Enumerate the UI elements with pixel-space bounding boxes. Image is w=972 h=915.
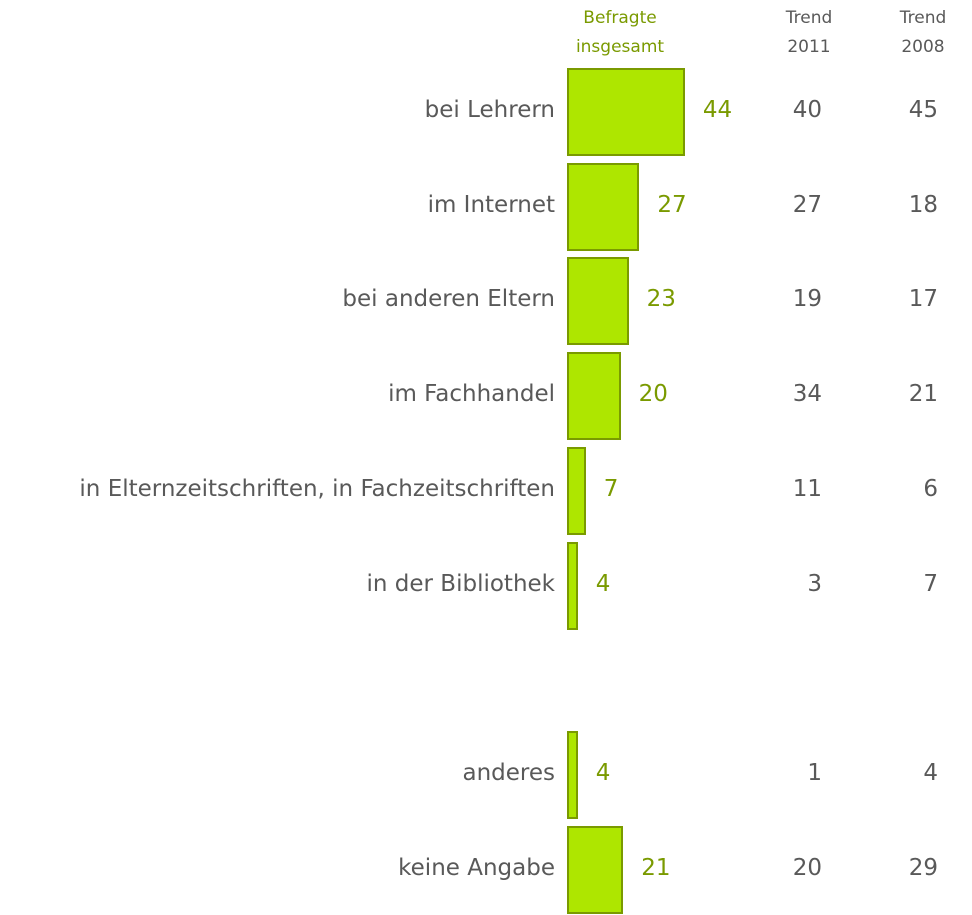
column-header: Trend 2008 — [899, 8, 947, 57]
bar — [567, 825, 624, 914]
value-label: 20 — [638, 381, 668, 408]
bar — [567, 730, 578, 819]
bar — [567, 446, 586, 535]
trend-value: 11 — [792, 475, 822, 502]
category-label: im Fachhandel — [388, 381, 555, 408]
series-header: Befragte insgesamt — [575, 8, 665, 57]
value-label: 21 — [641, 854, 671, 881]
value-label: 27 — [657, 191, 687, 218]
trend-value: 29 — [908, 854, 938, 881]
bar — [567, 352, 621, 441]
trend-value: 20 — [792, 854, 822, 881]
trend-value: 4 — [923, 759, 938, 786]
bar — [567, 541, 578, 630]
trend-value: 19 — [792, 286, 822, 313]
category-label: in der Bibliothek — [366, 570, 555, 597]
category-label: bei anderen Eltern — [342, 286, 555, 313]
bar — [567, 257, 629, 346]
value-label: 23 — [646, 286, 676, 313]
bar — [567, 68, 685, 156]
bar — [567, 162, 640, 251]
category-label: im Internet — [427, 191, 555, 218]
trend-value: 34 — [792, 381, 822, 408]
trend-value: 17 — [908, 286, 938, 313]
column-header: Trend 2011 — [785, 8, 833, 57]
trend-value: 3 — [807, 570, 822, 597]
trend-value: 6 — [923, 475, 938, 502]
value-label: 44 — [702, 97, 733, 123]
trend-value: 45 — [908, 97, 938, 123]
trend-value: 1 — [807, 759, 822, 786]
trend-value: 21 — [908, 381, 938, 408]
trend-value: 27 — [792, 191, 822, 218]
trend-value: 18 — [908, 191, 938, 218]
value-label: 4 — [595, 759, 611, 786]
trend-value: 40 — [792, 97, 822, 123]
category-label: keine Angabe — [398, 854, 555, 881]
value-label: 4 — [595, 570, 611, 597]
category-label: anderes — [462, 759, 555, 786]
category-label: in Elternzeitschriften, in Fachzeitschri… — [79, 475, 555, 502]
trend-value: 7 — [923, 570, 938, 597]
category-label: bei Lehrern — [424, 97, 555, 123]
value-label: 7 — [603, 475, 619, 502]
